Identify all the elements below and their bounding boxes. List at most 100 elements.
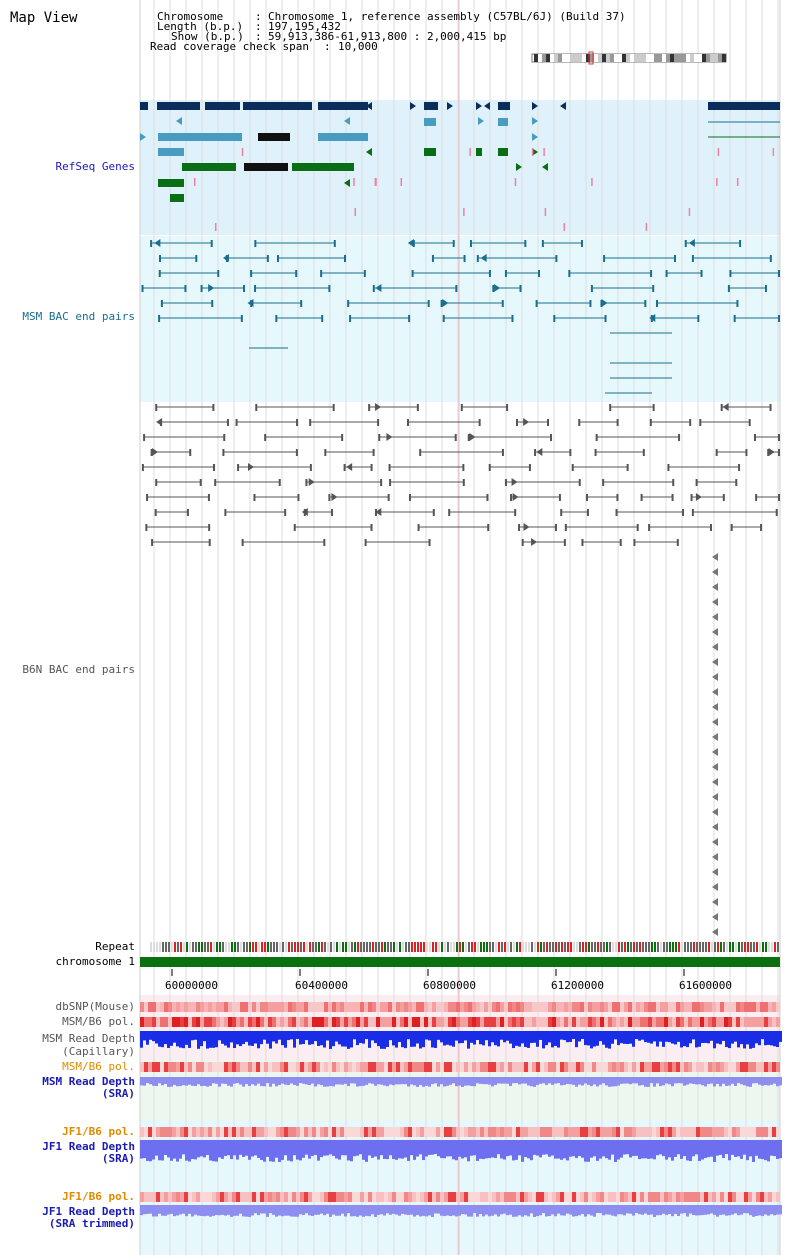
- jf1-trim-bar: [419, 1205, 422, 1217]
- msm-b6-pol2-cell: [176, 1062, 180, 1072]
- dbsnp-cell: [708, 1002, 712, 1012]
- jf1-depth-bar: [638, 1140, 641, 1160]
- jf1-trim-bar: [290, 1205, 293, 1217]
- msm-depth-sra-bar: [551, 1077, 554, 1085]
- msm-depth-cap-bar: [371, 1031, 374, 1041]
- msm-depth-sra-bar: [275, 1077, 278, 1087]
- jf1-b6-pol-cell: [356, 1127, 360, 1137]
- jf1-b6-pol2-cell: [640, 1192, 644, 1202]
- msm-b6-pol2-cell: [356, 1062, 360, 1072]
- jf1-b6-pol-cell: [340, 1127, 344, 1137]
- msm-depth-cap-bar: [293, 1031, 296, 1048]
- jf1-trim-bar: [713, 1205, 716, 1215]
- ideogram-band: [586, 54, 590, 62]
- dbsnp-cell: [560, 1002, 564, 1012]
- repeat-element: [378, 942, 380, 952]
- jf1-b6-pol2-cell: [168, 1192, 172, 1202]
- track-label-b6n-bac[interactable]: B6N BAC end pairs: [22, 663, 135, 676]
- jf1-trim-bar: [659, 1205, 662, 1216]
- msm-bac-pair-end: [778, 270, 780, 277]
- msm-depth-sra-bar: [530, 1077, 533, 1087]
- msm-depth-sra-bar: [254, 1077, 257, 1086]
- msm-b6-pol2-cell: [528, 1062, 532, 1072]
- msm-b6-pol-cell: [772, 1017, 776, 1027]
- jf1-b6-pol-cell: [352, 1127, 356, 1137]
- jf1-trim-bar: [212, 1205, 215, 1216]
- msm-depth-cap-bar: [662, 1031, 665, 1047]
- track-label-refseq[interactable]: RefSeq Genes: [55, 160, 135, 173]
- jf1-b6-pol2-cell: [348, 1192, 352, 1202]
- jf1-trim-bar: [698, 1205, 701, 1216]
- repeat-element: [321, 942, 323, 952]
- b6n-bac-pair-end: [295, 449, 298, 456]
- msm-b6-pol2-cell: [756, 1062, 760, 1072]
- jf1-b6-pol-cell: [216, 1127, 220, 1137]
- track-label-msm-bac[interactable]: MSM BAC end pairs: [22, 310, 135, 323]
- b6n-bac-pair-end: [309, 464, 312, 471]
- info-span-value: 10,000: [338, 40, 378, 53]
- jf1-b6-pol-cell: [236, 1127, 240, 1137]
- repeat-element: [195, 942, 197, 952]
- msm-depth-sra-bar: [584, 1077, 587, 1084]
- dbsnp-cell: [452, 1002, 456, 1012]
- msm-b6-pol2-cell: [660, 1062, 664, 1072]
- dbsnp-cell: [328, 1002, 332, 1012]
- jf1-depth-bar: [359, 1140, 362, 1155]
- msm-bac-pair-end: [765, 285, 768, 292]
- repeat-element: [522, 942, 524, 952]
- msm-bac-pair-end: [553, 315, 556, 322]
- gene-arrow: [366, 148, 372, 156]
- msm-b6-pol-cell: [612, 1017, 616, 1027]
- jf1-trim-bar: [668, 1205, 671, 1215]
- msm-depth-sra-bar: [197, 1077, 200, 1085]
- msm-b6-pol2-cell: [492, 1062, 496, 1072]
- gene-arrow: [176, 117, 182, 125]
- gene-exon: [498, 118, 508, 126]
- repeat-element: [453, 942, 455, 952]
- msm-depth-cap-bar: [377, 1031, 380, 1047]
- dbsnp-cell: [472, 1002, 476, 1012]
- msm-b6-pol2-cell: [256, 1062, 260, 1072]
- msm-depth-sra-bar: [290, 1077, 293, 1084]
- jf1-trim-bar: [479, 1205, 482, 1215]
- msm-bac-pair-end: [266, 255, 269, 262]
- jf1-depth-bar: [734, 1140, 737, 1157]
- msm-depth-sra-bar: [191, 1077, 194, 1086]
- jf1-b6-pol-cell: [452, 1127, 456, 1137]
- msm-b6-pol2-cell: [496, 1062, 500, 1072]
- dbsnp-cell: [536, 1002, 540, 1012]
- msm-b6-pol2-cell: [252, 1062, 256, 1072]
- msm-depth-sra-bar: [344, 1077, 347, 1084]
- jf1-trim-bar: [386, 1205, 389, 1214]
- jf1-b6-pol2-cell: [392, 1192, 396, 1202]
- jf1-trim-bar: [764, 1205, 767, 1215]
- jf1-depth-bar: [404, 1140, 407, 1158]
- msm-b6-pol2-cell: [640, 1062, 644, 1072]
- jf1-b6-pol2-cell: [300, 1192, 304, 1202]
- refseq-tick: [374, 178, 377, 186]
- repeat-element: [273, 942, 275, 952]
- b6n-bac-arrow: [712, 778, 718, 786]
- msm-depth-sra-bar: [314, 1077, 317, 1087]
- ideogram-band: [546, 54, 550, 62]
- msm-bac-pair-end: [276, 255, 279, 262]
- msm-bac-pair-arrow: [601, 299, 608, 307]
- repeat-element: [687, 942, 689, 952]
- repeat-element: [768, 942, 770, 952]
- jf1-b6-pol-cell: [508, 1127, 512, 1137]
- jf1-b6-pol2-cell: [556, 1192, 560, 1202]
- jf1-b6-pol2-cell: [720, 1192, 724, 1202]
- jf1-b6-pol-cell: [644, 1127, 648, 1137]
- b6n-bac-pair-end: [224, 509, 227, 516]
- msm-bac-pair-end: [217, 270, 220, 277]
- msm-depth-sra-bar: [440, 1077, 443, 1085]
- repeat-element: [510, 942, 512, 952]
- msm-depth-cap-bar: [428, 1031, 431, 1041]
- jf1-trim-bar: [473, 1205, 476, 1214]
- msm-depth-sra-bar: [596, 1077, 599, 1087]
- jf1-trim-bar: [500, 1205, 503, 1215]
- b6n-bac-pair-end: [235, 419, 238, 426]
- jf1-trim-bar: [185, 1205, 188, 1217]
- repeat-element: [363, 942, 365, 952]
- jf1-depth-bar: [608, 1140, 611, 1160]
